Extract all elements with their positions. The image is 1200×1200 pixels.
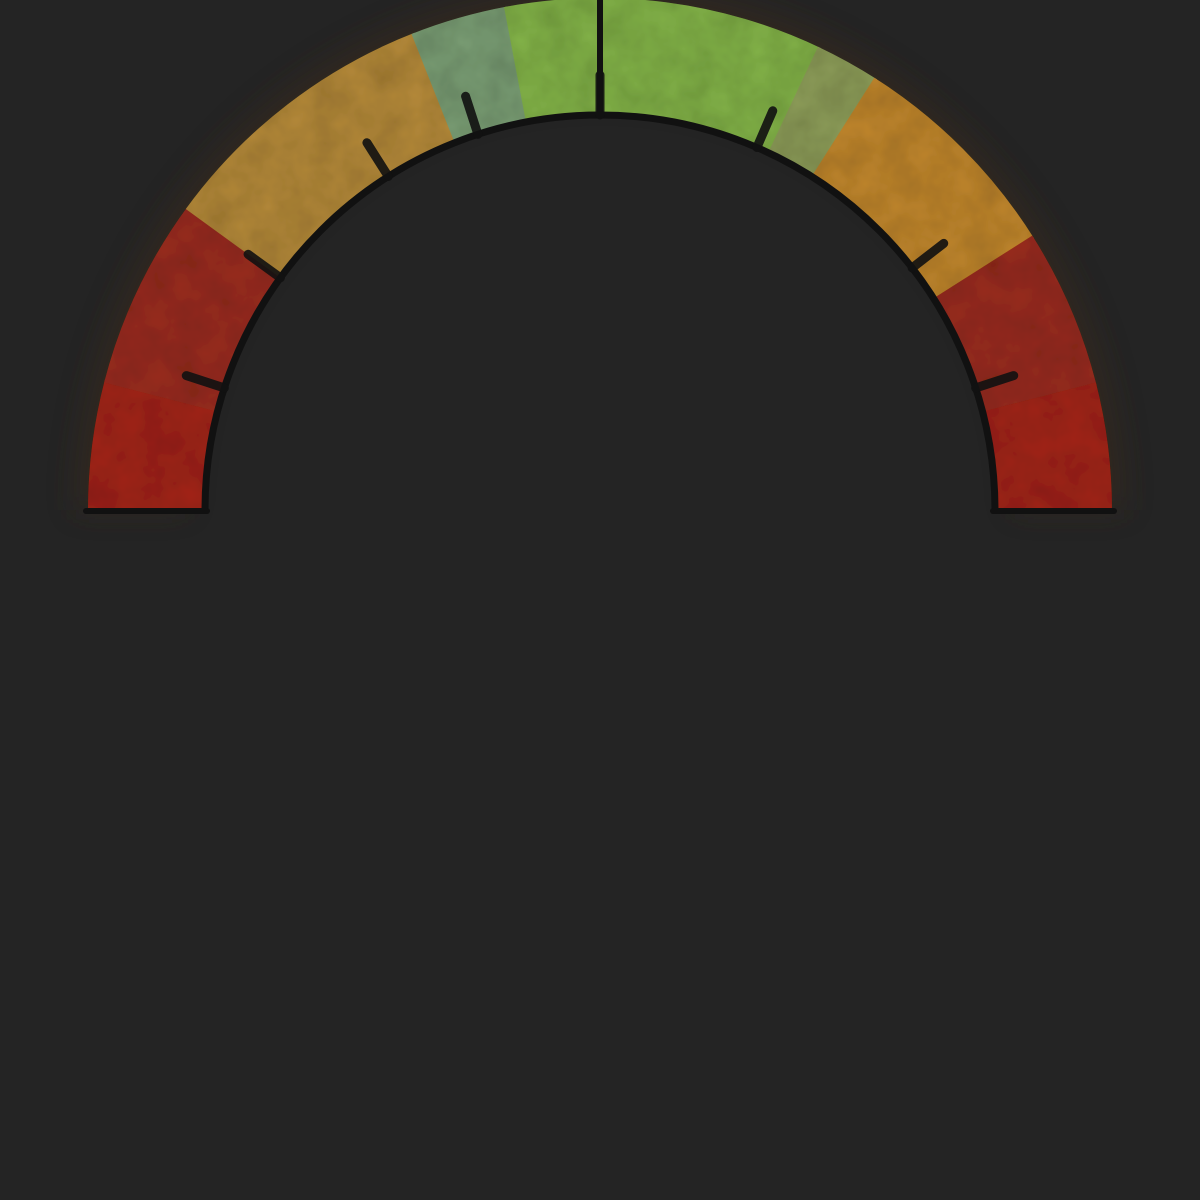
gauge-ticks	[181, 0, 1019, 393]
gauge-tick-1	[181, 371, 229, 393]
gauge-segment-caution-low	[185, 32, 457, 278]
gauge-tick-8	[971, 371, 1019, 393]
gauge-segment-good-low	[411, 6, 529, 143]
gauge-segment-caution-high	[811, 77, 1035, 301]
gauge-tick-7	[907, 238, 949, 273]
gauge-segment-good-high	[768, 46, 878, 178]
gauge-segment-danger-high-inner	[933, 235, 1097, 415]
gauge-tick-2	[243, 249, 285, 283]
gauge-segment-danger-low-outer	[88, 379, 219, 510]
gauge-tick-4	[461, 91, 483, 139]
gauge-segment-danger-low-inner	[104, 206, 282, 412]
gauge-tick-3	[362, 138, 393, 181]
gauge-segments	[88, 0, 1112, 514]
gauge-segment-danger-high-outer	[982, 382, 1112, 514]
gauge-tick-6	[752, 106, 778, 152]
